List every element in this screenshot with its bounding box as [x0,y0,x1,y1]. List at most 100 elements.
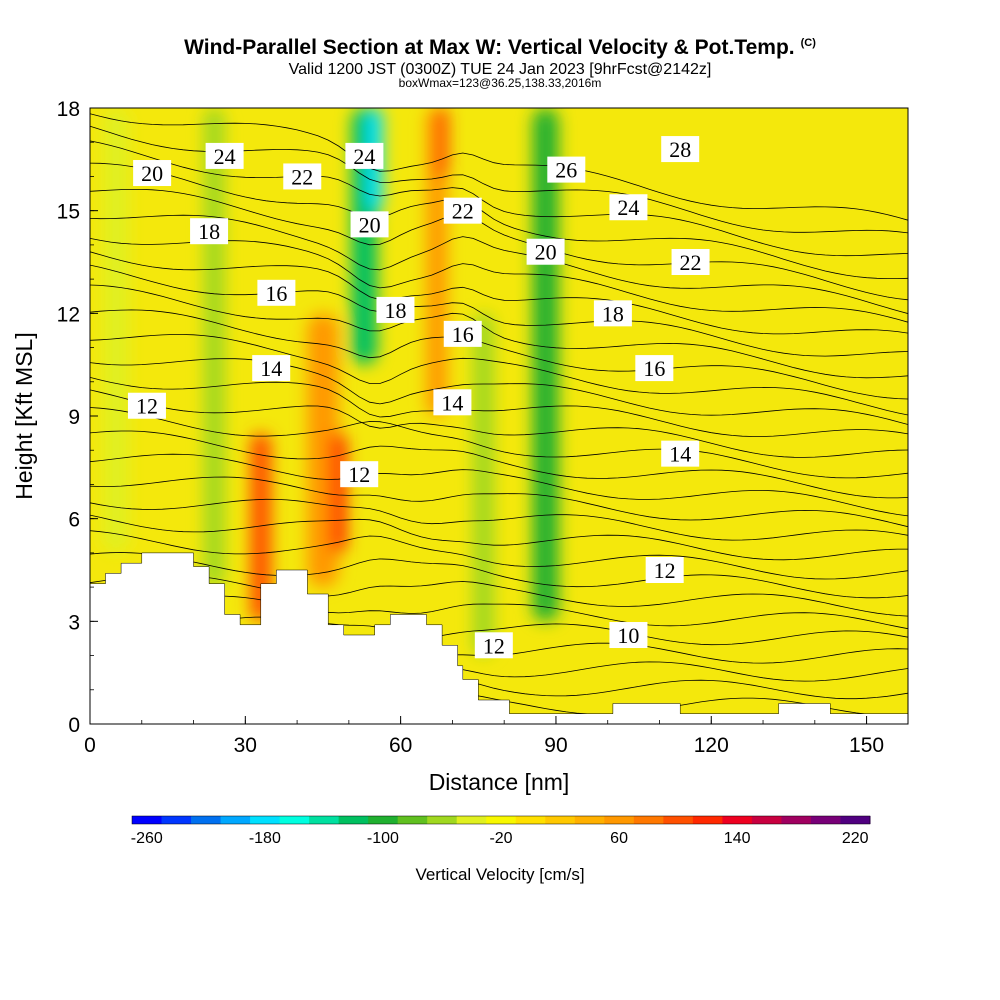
theta-contour-line-19 [90,309,908,400]
x-tick-label-1: 30 [234,734,257,757]
svg-text:24: 24 [353,144,375,169]
colorbar-swatch-24 [840,816,871,824]
x-tick-label-2: 60 [389,734,412,757]
colorbar-swatch-11 [456,816,487,824]
colorbar-swatch-14 [545,816,576,824]
y-tick-label-6: 18 [57,98,80,121]
x-tick-label-0: 0 [84,734,96,757]
colorbar-swatch-21 [751,816,782,824]
velocity-band-9 [473,313,494,656]
colorbar-swatch-3 [220,816,251,824]
theta-contour-line-8 [90,530,908,580]
svg-text:16: 16 [265,281,287,306]
svg-text:22: 22 [680,250,702,275]
colorbar-swatch-19 [692,816,723,824]
copyright-mark: (C) [800,37,816,49]
theta-contour-line-9 [90,514,908,561]
contour-label-2: 22 [283,163,322,190]
colorbar-swatch-5 [279,816,310,824]
colorbar-swatch-15 [574,816,605,824]
svg-text:18: 18 [198,219,220,244]
svg-text:24: 24 [617,195,639,220]
svg-text:28: 28 [669,137,691,162]
y-tick-label-2: 6 [68,509,80,532]
contour-label-15: 18 [593,300,632,327]
svg-text:20: 20 [359,212,381,237]
colorbar-swatch-1 [161,816,192,824]
x-tick-label-5: 150 [849,734,884,757]
chart-title: Wind-Parallel Section at Max W: Vertical… [184,36,816,59]
colorbar-swatch-6 [309,816,340,824]
theta-contour-line-17 [90,358,908,425]
svg-text:18: 18 [384,298,406,323]
svg-text:10: 10 [617,623,639,648]
svg-text:26: 26 [555,158,577,183]
svg-text:14: 14 [669,442,691,467]
contour-label-6: 18 [190,218,229,245]
theta-contour-line-20 [90,284,908,379]
svg-text:16: 16 [643,356,665,381]
svg-text:12: 12 [348,462,370,487]
y-tick-label-5: 15 [57,201,80,224]
svg-text:18: 18 [602,301,624,326]
contour-label-3: 24 [345,142,384,169]
contour-label-18: 14 [433,389,472,416]
y-tick-label-3: 9 [68,406,80,429]
colorbar-swatch-8 [368,816,399,824]
contour-label-5: 28 [661,136,700,163]
colorbar-tick-0: -260 [131,830,163,847]
colorbar-swatch-18 [663,816,694,824]
svg-text:12: 12 [483,633,505,658]
contour-label-7: 20 [350,211,389,238]
svg-text:12: 12 [136,394,158,419]
contour-label-4: 26 [547,156,586,183]
velocity-band-1 [203,108,225,588]
colorbar-swatch-0 [132,816,163,824]
svg-text:20: 20 [535,240,557,265]
colorbar-swatch-16 [604,816,635,824]
contour-label-1: 24 [205,142,244,169]
contour-label-16: 16 [635,355,674,382]
svg-text:22: 22 [452,199,474,224]
svg-text:16: 16 [452,322,474,347]
contour-label-22: 12 [645,557,684,583]
colorbar-swatch-20 [722,816,753,824]
contour-label-24: 10 [609,622,648,649]
colorbar-tick-2: -100 [367,830,399,847]
theta-contour-line-27 [90,140,908,257]
colorbar: -260 -180 -100 -20 60 140 220 [131,815,871,847]
colorbar-swatch-9 [397,816,428,824]
x-tick-label-4: 120 [694,734,729,757]
contour-label-0: 20 [133,160,172,187]
theta-contour-line-14 [90,407,908,479]
y-tick-label-1: 3 [68,611,80,634]
terrain-mask [90,552,908,724]
svg-text:14: 14 [441,390,463,415]
svg-text:22: 22 [291,164,313,189]
contour-label-23: 12 [474,632,513,659]
theta-contour-line-11 [90,476,908,528]
contour-label-19: 12 [127,392,166,419]
y-axis-label: Height [Kft MSL] [11,332,37,499]
svg-text:14: 14 [260,356,282,381]
velocity-band-10 [532,108,559,622]
colorbar-label: Vertical Velocity [cm/s] [415,865,584,884]
theta-contour-line-21 [90,264,908,357]
colorbar-tick-6: 220 [842,830,869,847]
colorbar-swatch-4 [250,816,281,824]
svg-text:24: 24 [214,144,236,169]
colorbar-tick-1: -180 [249,830,281,847]
theta-contour-line-5 [90,595,908,630]
velocity-band-0 [102,108,129,553]
colorbar-tick-5: 140 [724,830,751,847]
x-axis-label: Distance [nm] [429,769,570,795]
contour-label-11: 22 [671,249,710,275]
chart-box-info: boxWmax=123@36.25,138.33,2016m [398,76,602,90]
chart-subtitle: Valid 1200 JST (0300Z) TUE 24 Jan 2023 [… [288,61,712,78]
velocity-band-7 [426,108,448,416]
x-tick-label-3: 90 [544,734,567,757]
plot-area: 20 24 22 24 26 28 18 20 22 20 24 22 16 18 16 18 16 14 14 12… [90,108,908,724]
velocity-band-8 [436,108,448,177]
svg-text:12: 12 [654,558,676,583]
